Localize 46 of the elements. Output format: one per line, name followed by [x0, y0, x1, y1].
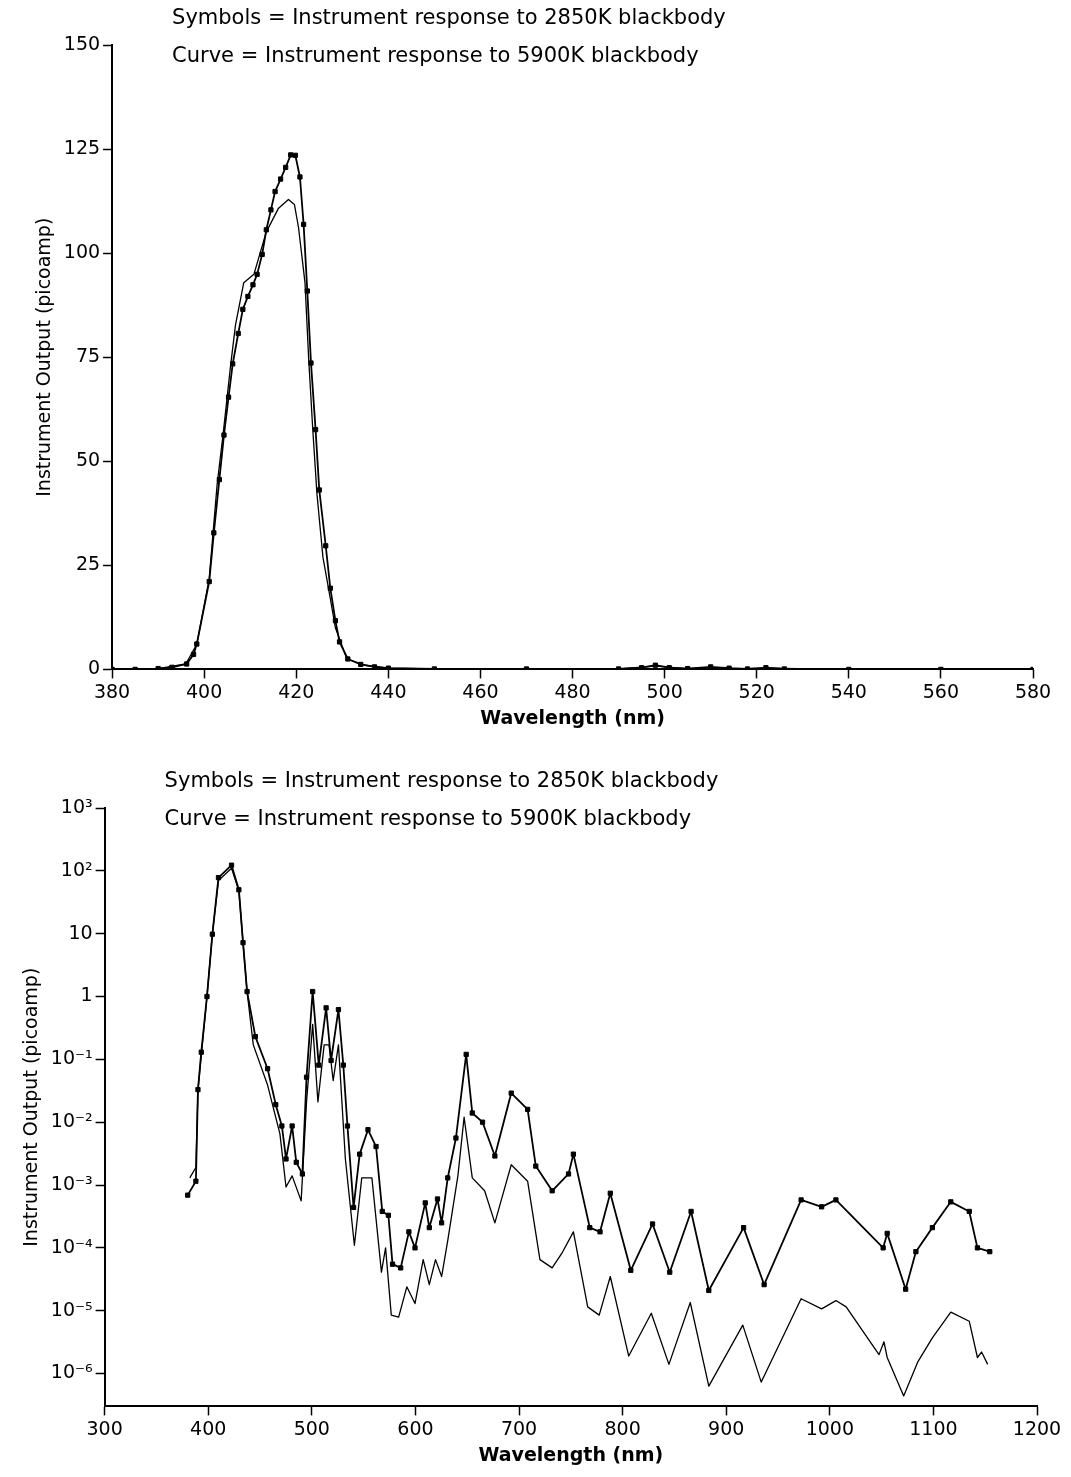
y-tick-label: 150 [63, 31, 101, 54]
x-tick-label: 500 [646, 679, 683, 702]
x-tick-label: 900 [708, 1416, 745, 1439]
x-tick-label: 600 [397, 1416, 434, 1439]
y-tick-label: 10⁻² [50, 1109, 93, 1132]
x-tick-label: 800 [604, 1416, 641, 1439]
annotation: Curve = Instrument response to 5900K blackbody [172, 43, 699, 68]
y-tick-label: 25 [75, 552, 101, 575]
x-tick-label: 580 [1014, 679, 1052, 702]
x-tick-label: 400 [186, 679, 223, 702]
y-tick-label: 75 [75, 344, 101, 367]
y-tick-label: 10² [60, 857, 93, 880]
y-tick-label: 10³ [60, 794, 93, 817]
y-axis-title: Instrument Output (picoamp) [19, 967, 42, 1247]
text: Symbols = Instrument response to 2850K blackbody [164, 768, 719, 793]
x-tick-label: 540 [830, 679, 867, 702]
x-tick-label: 300 [86, 1416, 123, 1439]
x-tick-label: 480 [554, 679, 591, 702]
x-tick-label: 400 [190, 1416, 227, 1439]
y-tick-label: 10⁻¹ [50, 1046, 93, 1069]
y-tick-label: 0 [87, 656, 101, 679]
x-tick-label: 560 [922, 679, 960, 702]
x-tick-label: 700 [500, 1416, 538, 1439]
annotation: Curve = Instrument response to 5900K blackbody [164, 806, 692, 831]
y-tick-label: 10⁻⁴ [50, 1234, 93, 1257]
y-tick-label: 100 [63, 240, 101, 263]
y-tick-label: 125 [63, 136, 101, 158]
x-tick-label: 1000 [805, 1416, 854, 1439]
y-tick-label: 50 [75, 448, 101, 471]
y-tick-label: 10⁻⁵ [50, 1297, 93, 1320]
x-tick-label: 420 [278, 679, 315, 702]
x-tick-label: 460 [462, 679, 499, 702]
x-axis-title: Wavelength (nm) [480, 705, 665, 728]
y-axis-title: Instrument Output (picoamp) [32, 217, 55, 497]
x-tick-label: 520 [738, 679, 775, 702]
x-tick-label: 380 [93, 679, 131, 702]
x-tick-label: 1200 [1012, 1416, 1062, 1439]
y-tick-label: 1 [80, 983, 93, 1006]
x-tick-label: 500 [293, 1416, 330, 1439]
x-axis-title: Wavelength (nm) [478, 1442, 664, 1465]
y-tick-label: 10⁻⁶ [50, 1360, 93, 1383]
text: Symbols = Instrument response to 2850K blackbody [172, 5, 726, 30]
y-tick-label: 10 [68, 920, 93, 943]
y-tick-label: 10⁻³ [50, 1171, 93, 1194]
x-tick-label: 440 [370, 679, 407, 702]
x-tick-label: 1100 [909, 1416, 958, 1439]
